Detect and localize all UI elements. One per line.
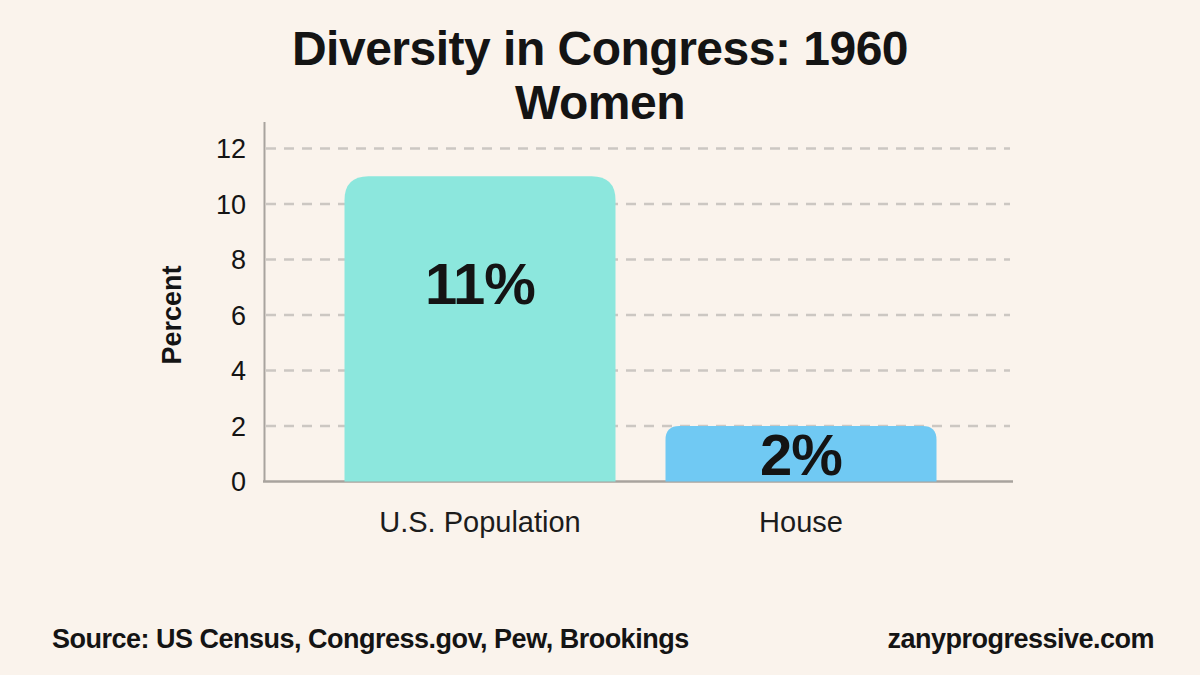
- category-label: U.S. Population: [379, 506, 581, 538]
- y-tick-label-10: 10: [216, 190, 246, 220]
- bar-chart-plot: Percent 0 2 4 6 8 10 12 11% U.S. Population 2% Hou…: [0, 0, 1200, 675]
- y-tick-label-4: 4: [231, 356, 246, 386]
- bar-value-label: 11%: [425, 251, 535, 316]
- y-tick-label-0: 0: [231, 467, 246, 497]
- bar-u-s-population: [345, 176, 616, 481]
- y-axis-label: Percent: [157, 265, 187, 364]
- category-label: House: [759, 506, 843, 538]
- y-tick-label-8: 8: [231, 245, 246, 275]
- source-text: Source: US Census, Congress.gov, Pew, Br…: [52, 624, 689, 655]
- y-tick-label-6: 6: [231, 301, 246, 331]
- y-tick-label-12: 12: [216, 134, 246, 164]
- chart-canvas: Diversity in Congress: 1960Women Percent…: [0, 0, 1200, 675]
- bar-value-label: 2%: [760, 422, 842, 487]
- y-tick-label-2: 2: [231, 412, 246, 442]
- website-text: zanyprogressive.com: [887, 624, 1154, 655]
